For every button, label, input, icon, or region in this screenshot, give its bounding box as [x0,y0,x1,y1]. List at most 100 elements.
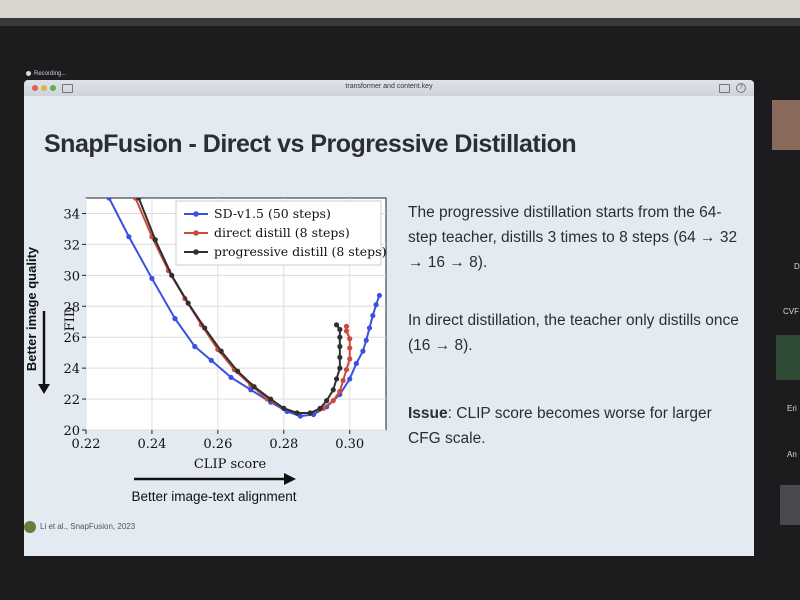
record-icon [26,71,31,76]
screen-frame-top [0,18,800,28]
paragraph-issue: Issue: CLIP score becomes worse for larg… [408,401,748,451]
x-tick-label: 0.22 [72,437,101,452]
legend-marker [193,211,199,217]
presenter-badge-icon [24,521,36,533]
participant-label-1: CVF [783,307,799,316]
data-point [106,198,112,201]
window-titlebar[interactable]: transformer and content.key ? [24,80,754,96]
paragraph-direct: In direct distillation, the teacher only… [408,312,739,354]
citation: Li et al., SnapFusion, 2023 [24,521,135,533]
data-point [268,396,274,402]
data-point [218,348,224,354]
data-point [343,323,350,329]
legend-label: SD-v1.5 (50 steps) [214,206,331,221]
y-tick-label: 28 [63,300,80,315]
data-point [347,336,353,342]
y-tick-label: 24 [63,362,80,377]
minimize-icon[interactable] [41,85,47,91]
window-title: transformer and content.key [345,83,433,90]
x-tick-label: 0.28 [269,437,298,452]
data-point [136,198,142,201]
data-point [337,365,343,371]
legend-label: direct distill (8 steps) [214,225,350,240]
issue-label: Issue [408,405,448,422]
x-tick-label: 0.30 [335,437,364,452]
caption-icon[interactable] [719,84,730,93]
data-point [337,388,343,394]
wall [0,0,800,22]
better-quality-label: Better image quality [24,246,39,371]
recording-label: Recording... [34,71,67,78]
participant-label-4: D [794,262,800,271]
data-point [126,234,132,240]
y-tick-label: 34 [63,207,80,222]
data-point [251,384,257,390]
data-point [294,410,300,416]
participant-video[interactable] [776,335,800,380]
down-arrow-icon [38,384,50,394]
slide-title: SnapFusion - Direct vs Progressive Disti… [44,130,577,158]
data-point [360,348,366,354]
participant-label-3: An [787,450,797,459]
data-point [248,387,254,393]
data-point [330,398,336,404]
fid-clip-chart: 0.22 0.24 0.26 0.28 0.30 20 22 24 26 28 30 32 34 SD-… [24,197,387,504]
data-point [337,354,343,360]
data-point [333,376,340,382]
data-point [343,367,350,373]
participant-thumbnail[interactable] [772,100,800,150]
data-point [347,356,353,362]
y-tick-label: 32 [63,238,80,253]
legend-marker [193,249,199,255]
x-axis-label: CLIP score [194,457,267,472]
y-tick-label: 26 [63,331,80,346]
legend-marker [193,230,199,236]
data-point [149,275,155,282]
data-point [343,328,350,334]
series-0 [106,198,383,419]
x-tick-label: 0.24 [137,437,166,452]
series-2 [136,198,343,416]
y-axis-label: FID [63,307,78,332]
sidebar-toggle-icon[interactable] [62,84,73,93]
data-point [353,360,359,367]
data-point [370,312,376,319]
maximize-icon[interactable] [50,85,56,91]
data-point [202,325,208,331]
data-point [330,387,336,393]
data-point [281,405,287,411]
legend: SD-v1.5 (50 steps) direct distill (8 step… [175,200,386,266]
data-point [337,326,343,333]
data-point [366,325,373,331]
data-point [376,292,383,299]
data-point [373,302,379,308]
y-tick-label: 20 [63,424,80,439]
recording-indicator: Recording... [26,71,66,77]
right-arrow-icon [284,473,296,485]
data-point [337,343,343,350]
data-point [169,272,175,278]
data-point [324,398,330,404]
data-point [333,322,340,328]
y-tick-label: 22 [63,393,80,408]
data-point [235,368,241,374]
data-point [192,343,198,350]
data-point [340,377,346,384]
series-line [108,198,381,418]
data-point [307,410,313,416]
data-point [317,405,323,411]
data-point [347,376,353,382]
slide: SnapFusion - Direct vs Progressive Disti… [24,96,754,556]
participant-video-2[interactable] [780,485,800,525]
data-point [208,357,214,363]
citation-text: Li et al., SnapFusion, 2023 [40,522,136,532]
close-icon[interactable] [32,85,38,91]
y-tick-label: 30 [63,269,80,284]
issue-text: : CLIP score becomes worse for larger CF… [408,405,712,447]
data-point [297,413,303,419]
data-point [152,237,158,243]
help-icon[interactable]: ? [736,83,746,93]
data-point [172,316,178,322]
legend-box [175,200,382,266]
data-point [347,345,353,351]
